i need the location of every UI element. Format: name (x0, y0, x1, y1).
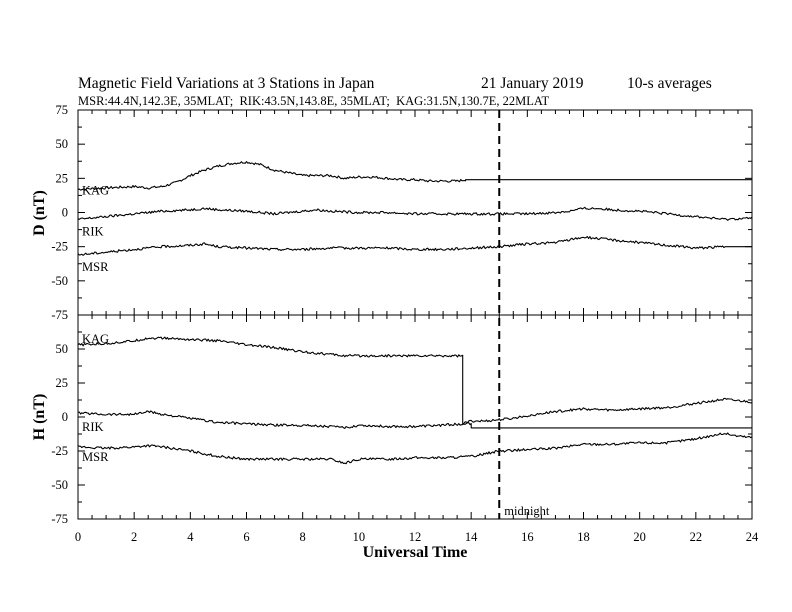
d-series-kag (77, 161, 752, 191)
x-tick-label: 22 (690, 530, 703, 544)
x-tick-label: 14 (465, 530, 478, 544)
h-y-tick-label: -75 (51, 512, 68, 526)
h-series-kag (77, 336, 752, 429)
h-y-tick-label: 25 (56, 376, 69, 390)
d-series-msr (77, 236, 752, 256)
chart-date: 21 January 2019 (481, 75, 584, 92)
midnight-marker: midnight (498, 110, 550, 519)
d-series-rik (77, 206, 753, 221)
d-y-tick-label: -50 (51, 274, 68, 288)
d-series-label-rik: RIK (82, 224, 104, 238)
d-y-tick-label: -75 (51, 308, 68, 322)
x-tick-label: 24 (746, 530, 759, 544)
d-series-label-kag: KAG (82, 183, 109, 197)
x-tick-label: 12 (409, 530, 422, 544)
h-y-tick-label: -25 (51, 444, 68, 458)
d-y-tick-label: -25 (51, 240, 68, 254)
d-y-tick-label: 0 (62, 206, 68, 220)
h-y-tick-label: 50 (56, 342, 69, 356)
d-y-tick-label: 75 (56, 103, 69, 117)
x-axis-label: Universal Time (363, 544, 468, 561)
x-tick-label: 2 (131, 530, 137, 544)
midnight-label: midnight (504, 504, 550, 518)
x-tick-label: 6 (243, 530, 249, 544)
chart-averaging: 10-s averages (627, 75, 712, 92)
h-series-label-kag: KAG (82, 332, 109, 346)
d-panel: -75 -50 -25 0 25 50 75 KAG RIK MSR (51, 103, 753, 322)
h-series-label-rik: RIK (82, 420, 104, 434)
x-tick-label: 0 (75, 530, 81, 544)
x-tick-label: 18 (577, 530, 590, 544)
x-tick-label: 16 (521, 530, 534, 544)
h-y-tick-label: 0 (62, 410, 68, 424)
d-axis-label: D (nT) (31, 190, 48, 236)
d-y-tick-label: 25 (56, 171, 69, 185)
h-series-msr (77, 432, 753, 465)
h-series-rik (77, 397, 753, 429)
x-tick-label: 8 (300, 530, 306, 544)
station-info: MSR:44.4N,142.3E, 35MLAT; RIK:43.5N,143.… (78, 94, 550, 108)
x-tick-label: 10 (353, 530, 366, 544)
chart-title: Magnetic Field Variations at 3 Stations … (78, 75, 375, 92)
d-y-tick-label: 50 (56, 137, 69, 151)
h-plot-frame (77, 314, 753, 520)
h-axis-label: H (nT) (31, 394, 48, 441)
h-series-label-msr: MSR (82, 450, 109, 464)
h-panel: 0 2 4 6 8 10 12 14 16 18 20 22 24-75-50-2502550KAGRI… (51, 314, 759, 544)
x-tick-label: 4 (187, 530, 194, 544)
h-y-tick-label: -50 (51, 478, 68, 492)
x-tick-label: 20 (633, 530, 646, 544)
d-series-label-msr: MSR (82, 260, 109, 274)
